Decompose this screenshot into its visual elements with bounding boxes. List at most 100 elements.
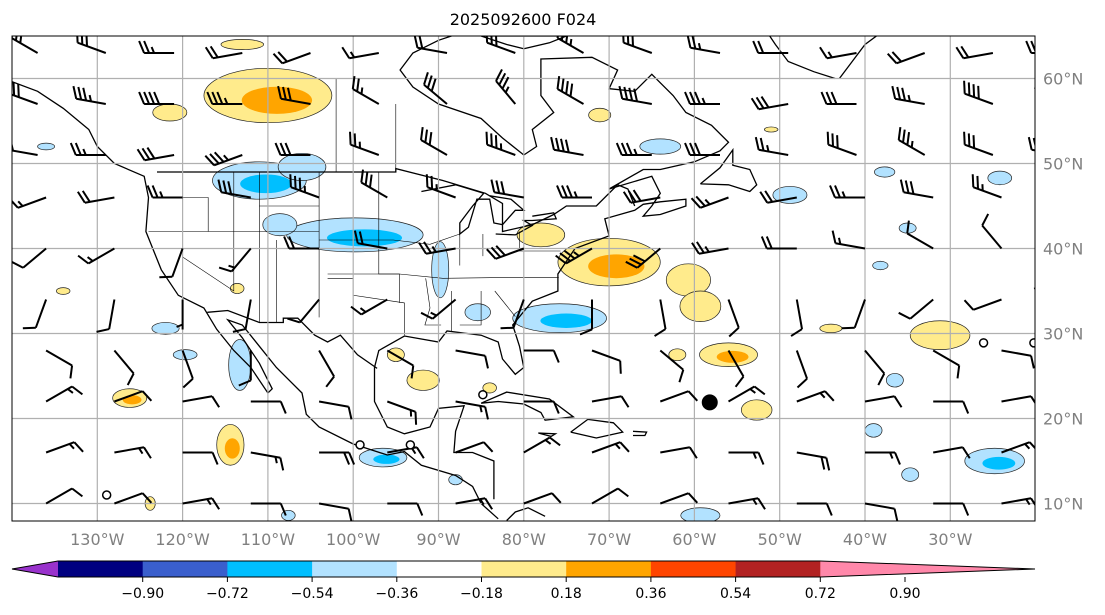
wind-barb [423, 72, 448, 105]
barb-full-flag [689, 446, 698, 459]
wind-barb [864, 395, 903, 408]
colorbar-tick-label: −0.18 [460, 586, 503, 602]
barb-full-flag [159, 275, 173, 279]
barb-full-flag [288, 236, 296, 249]
negative-contour-area [864, 423, 883, 438]
wind-barb [287, 298, 320, 324]
wind-barb [686, 36, 721, 54]
barb-staff [114, 390, 143, 403]
negative-contour-area [874, 166, 896, 178]
barb-full-flag [972, 135, 976, 149]
strong-negative-core [540, 313, 593, 328]
barb-full-flag [759, 137, 765, 151]
wind-barb [22, 299, 48, 330]
wind-barb [759, 190, 797, 204]
barb-staff [727, 299, 740, 329]
wind-barb [591, 395, 630, 408]
barb-full-flag [1098, 390, 1105, 403]
jamaica-coast [538, 432, 558, 438]
barb-full-flag [796, 377, 808, 389]
barb-full-flag [294, 175, 297, 189]
barb-staff [1070, 438, 1096, 453]
barb-staff [22, 247, 47, 269]
barb-staff [108, 299, 116, 330]
barb-half-flag [479, 498, 485, 506]
wind-barb [425, 174, 456, 199]
barb-staff [1001, 441, 1031, 454]
barb-staff [182, 395, 213, 403]
barb-staff [171, 248, 184, 278]
barb-half-flag [206, 498, 212, 506]
wind-barb [495, 69, 517, 105]
barb-staff [360, 298, 388, 316]
barb-full-flag [569, 83, 574, 97]
barb-full-flag [414, 411, 418, 425]
barb-full-flag [962, 401, 970, 414]
wind-barb [114, 492, 153, 505]
barb-half-flag [704, 245, 710, 253]
barb-staff [864, 395, 895, 403]
barb-full-flag [289, 174, 292, 188]
longitude-tick-label: 130°W [70, 530, 125, 549]
barb-full-flag [141, 390, 153, 402]
wind-barb [659, 349, 685, 383]
wind-barb [523, 400, 560, 414]
barb-full-flag [423, 241, 432, 254]
barb-staff [796, 390, 826, 403]
barb-full-flag [893, 508, 899, 521]
barb-full-flag [560, 36, 565, 41]
negative-contour-area [901, 467, 920, 482]
barb-half-flag [17, 200, 24, 207]
barb-full-flag [287, 317, 301, 324]
barb-half-flag [749, 388, 756, 394]
barb-full-flag [348, 452, 356, 465]
barb-staff [591, 487, 619, 505]
wind-barb [754, 136, 789, 156]
wind-barb [277, 85, 311, 105]
gulf-coast [373, 36, 730, 500]
barb-half-flag [910, 140, 914, 148]
barb-full-flag [353, 230, 359, 244]
barb-full-flag [282, 86, 287, 100]
colorbar-segment [481, 561, 567, 577]
barb-full-flag [209, 153, 220, 165]
barb-full-flag [753, 385, 766, 396]
barb-full-flag [424, 129, 429, 143]
barb-full-flag [72, 85, 78, 100]
colorbar-tick-label: 0.36 [635, 586, 666, 602]
barb-staff [623, 41, 653, 54]
latitude-tick-label: 60°N [1043, 70, 1083, 89]
latitude-tick-label: 20°N [1043, 410, 1083, 429]
barb-full-flag [416, 503, 424, 516]
barb-full-flag [277, 85, 282, 100]
positive-contour-area [763, 126, 779, 133]
barb-full-flag [886, 53, 898, 64]
barb-full-flag [689, 142, 696, 156]
barb-full-flag [495, 180, 501, 194]
wind-barb [826, 131, 857, 156]
barb-full-flag [760, 95, 770, 109]
barb-full-flag [498, 72, 507, 86]
barb-staff [455, 497, 486, 505]
barb-full-flag [143, 40, 151, 54]
gulf-atlantic-coast [506, 507, 546, 521]
barb-full-flag [213, 151, 225, 163]
barb-staff [113, 349, 135, 375]
negative-contour-area [885, 373, 904, 388]
barb-half-flag [573, 191, 578, 198]
strong-positive-core [224, 438, 240, 459]
barb-half-flag [704, 198, 711, 206]
wind-barb [523, 492, 562, 505]
barb-full-flag [349, 131, 352, 145]
wind-barb [486, 245, 525, 260]
barb-full-flag [283, 236, 291, 249]
barb-full-flag [1025, 40, 1033, 54]
wind-barb [113, 349, 135, 386]
colorbar-segment [312, 561, 398, 577]
us-mexico-border [207, 309, 378, 369]
wind-barb [556, 75, 584, 105]
longitude-tick-label: 50°W [758, 530, 802, 549]
latitude-tick-label: 30°N [1043, 325, 1083, 344]
strong-positive-core [241, 86, 313, 114]
negative-contour-area [872, 260, 889, 271]
